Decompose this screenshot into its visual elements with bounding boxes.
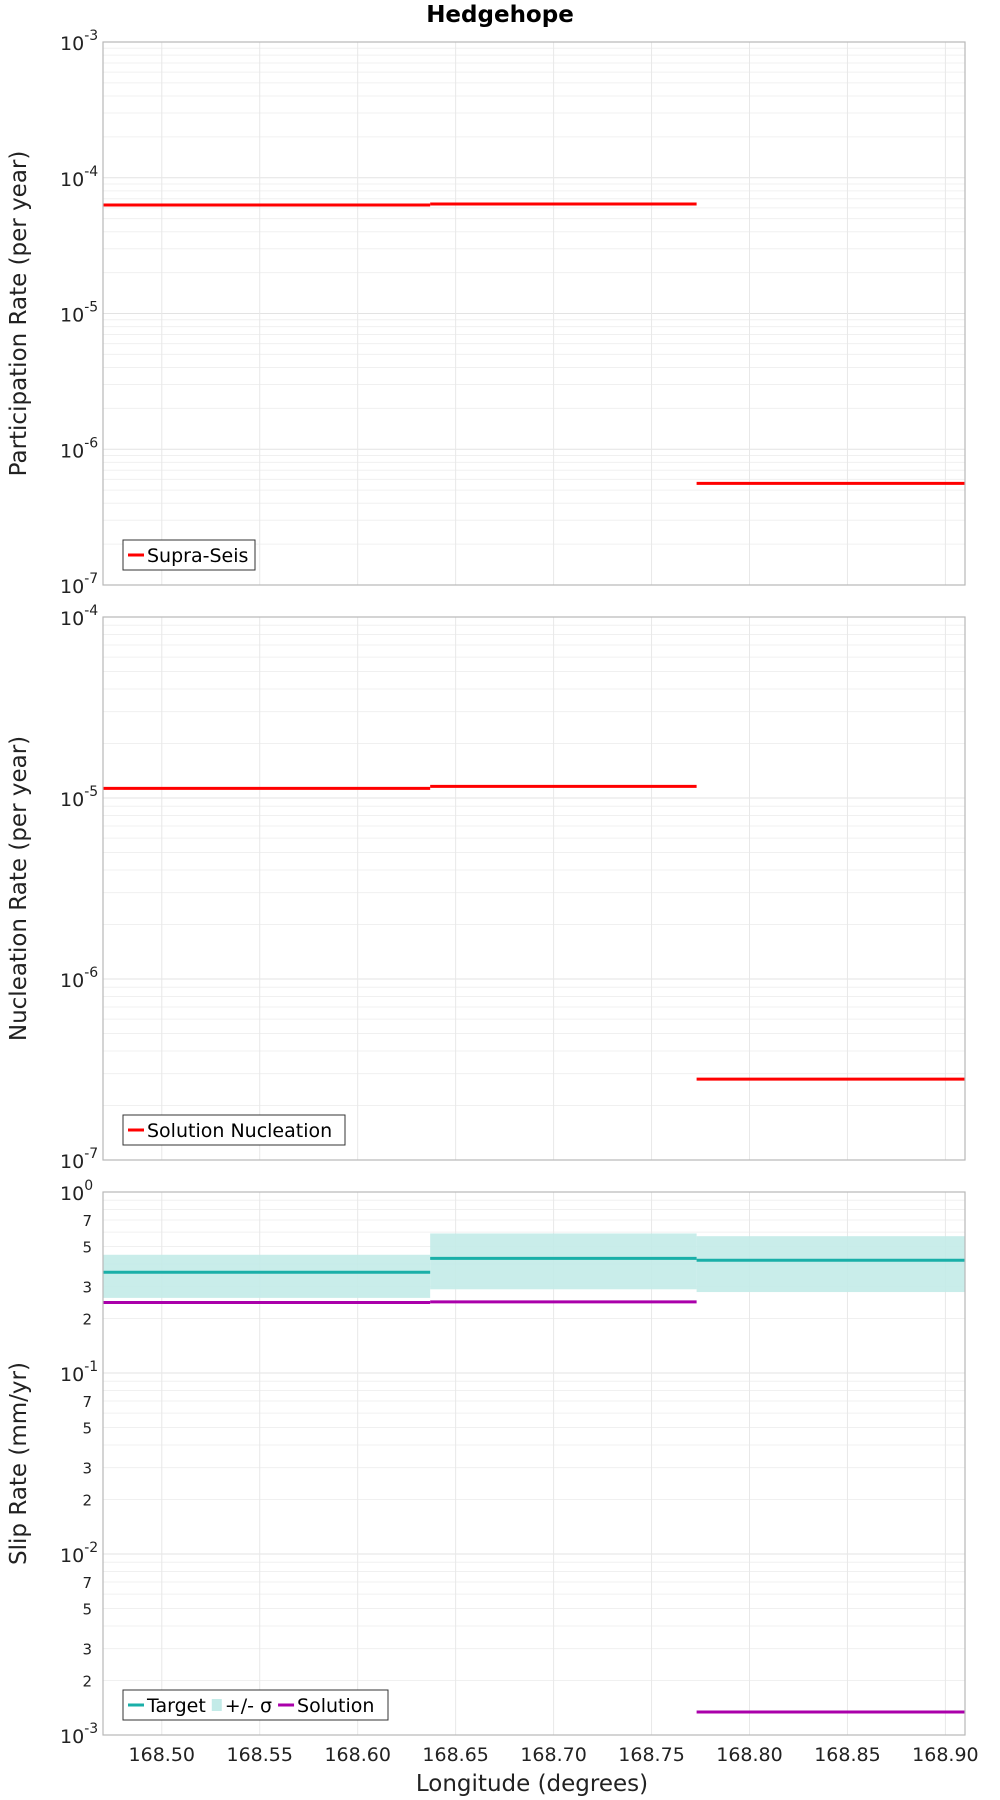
y-tick-label: 10-1 [60,1359,98,1386]
plot-frame [102,41,966,586]
gridlines [103,616,965,1161]
y-tick-label: 10-5 [60,300,98,327]
legend-box [122,1114,346,1146]
chart-title: Hedgehope [426,2,574,28]
sigma-band-segment [430,1233,697,1290]
participation-rate-axis-label: Participation Rate (per year) [6,151,32,477]
legend-label: Solution Nucleation [147,1120,332,1142]
series- [103,1233,965,1298]
y-minor-tick-label: 5 [82,1600,92,1618]
nucleation-rate-panel: 10-7 10-6 10-5 10-4 Nucleation Rate (per yea… [6,603,966,1173]
participation-rate-panel: 10-7 10-6 10-5 10-4 10-3 Participation Rate (… [6,28,966,598]
legend: Target +/- σ Solution [122,1689,389,1721]
legend-label: Solution [297,1695,374,1717]
legend-swatch [211,1699,222,1711]
x-tick-label: 168.85 [814,1744,880,1766]
y-minor-tick-label: 2 [82,1673,92,1691]
y-tick-label: 100 [60,1178,93,1205]
slip-rate-axis-label: Slip Rate (mm/yr) [6,1362,32,1565]
plot-area [103,617,965,1160]
y-tick-label: 10-6 [60,435,98,462]
legend: Solution Nucleation [122,1114,346,1146]
y-tick-label: 10-4 [60,164,98,191]
y-minor-tick-label: 3 [82,1641,92,1659]
y-minor-tick-label: 7 [82,1574,92,1592]
gridlines [103,41,965,586]
legend-box [122,539,256,571]
y-tick-label: 10-3 [60,1721,98,1748]
y-minor-tick-label: 2 [82,1311,92,1329]
y-tick-label: 10-5 [60,784,98,811]
x-axis-label: Longitude (degrees) [416,1771,648,1797]
y-minor-tick-label: 5 [82,1419,92,1437]
y-tick-label: 10-7 [60,1146,98,1173]
legend-box [122,1689,389,1721]
series-supra-seis [103,202,965,485]
plot-frame [102,1191,966,1736]
y-tick-label: 10-3 [60,28,98,55]
nucleation-rate-axis-label: Nucleation Rate (per year) [6,736,32,1041]
y-tick-label: 10-4 [60,603,98,630]
y-minor-tick-label: 5 [82,1238,92,1256]
y-tick-label: 10-6 [60,965,98,992]
y-tick-label: 10-7 [60,571,98,598]
y-minor-tick-label: 7 [82,1393,92,1411]
legend: Supra-Seis [122,539,256,571]
legend-label: Target [146,1695,206,1717]
series-solution [103,1300,965,1714]
y-tick-label: 10-2 [60,1540,98,1567]
x-tick-label: 168.50 [129,1744,195,1766]
legend-label: Supra-Seis [147,545,248,567]
x-tick-label: 168.70 [520,1744,586,1766]
x-tick-label: 168.55 [226,1744,292,1766]
sigma-band-segment [696,1236,965,1293]
y-minor-tick-label: 2 [82,1492,92,1510]
series-solution-nucleation [103,784,965,1081]
x-tick-label: 168.60 [324,1744,390,1766]
y-minor-tick-label: 7 [82,1212,92,1230]
y-minor-tick-label: 3 [82,1460,92,1478]
x-tick-label: 168.65 [422,1744,488,1766]
plot-frame [102,616,966,1161]
sigma-band-segment [103,1254,431,1298]
series-target [103,1256,965,1274]
x-tick-label: 168.80 [716,1744,782,1766]
y-minor-tick-label: 3 [82,1279,92,1297]
x-tick-label: 168.75 [618,1744,684,1766]
x-tick-label: 168.90 [912,1744,978,1766]
legend-label: +/- σ [225,1695,272,1717]
slip-rate-panel: 10-3 10-2 10-1 100 2 3 5 7 2 3 5 7 2 3 5 7 Slip Rate (mm… [6,1178,979,1766]
